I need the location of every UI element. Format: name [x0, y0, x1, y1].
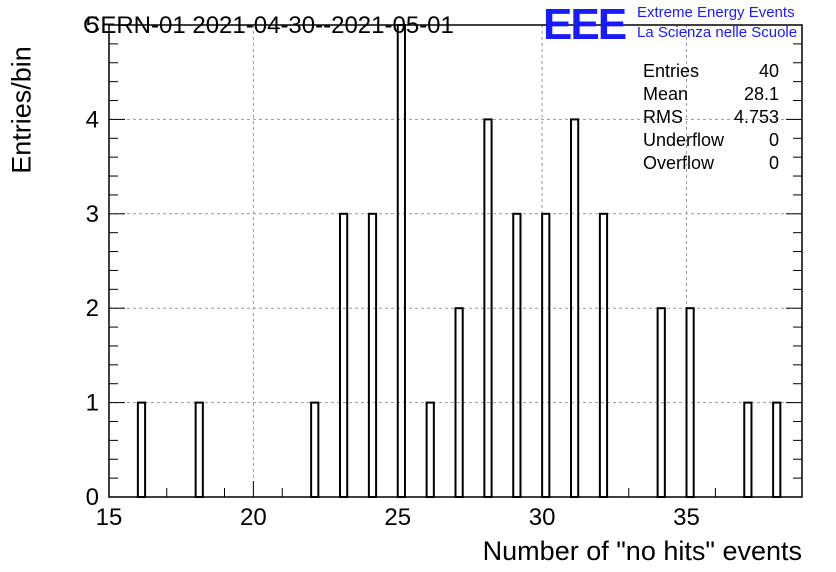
histogram-bar	[743, 401, 753, 499]
stats-row-mean: Mean 28.1	[643, 83, 779, 106]
chart-title: CERN-01 2021-04-30--2021-05-01	[83, 12, 454, 39]
x-tick-label: 20	[240, 504, 267, 531]
x-tick-label: 15	[96, 504, 123, 531]
histogram-bar	[194, 401, 204, 499]
stats-row-underflow: Underflow 0	[643, 129, 779, 152]
stats-value: 0	[768, 130, 779, 150]
y-tick-label: 4	[86, 106, 99, 133]
stats-value: 0	[768, 153, 779, 173]
stats-label: RMS	[643, 107, 683, 127]
x-tick-label: 25	[384, 504, 411, 531]
stats-value: 28.1	[743, 84, 779, 104]
histogram-bar	[396, 24, 406, 498]
x-axis-label: Number of "no hits" events	[482, 536, 802, 566]
histogram-bar	[310, 401, 320, 499]
histogram-bar	[367, 212, 378, 499]
histogram-bar	[541, 212, 551, 499]
stats-label: Underflow	[643, 130, 725, 150]
stats-label: Entries	[643, 61, 700, 81]
y-tick-label: 2	[86, 295, 99, 322]
logo-line-1: Extreme Energy Events	[637, 4, 795, 21]
stats-box: Entries 40 Mean 28.1 RMS 4.753 Underflow…	[643, 60, 779, 175]
x-tick-label: 35	[673, 504, 700, 531]
stats-value: 4.753	[733, 107, 779, 127]
x-tick-label: 30	[529, 504, 556, 531]
histogram-bar	[772, 401, 782, 499]
stats-value: 40	[758, 61, 779, 81]
histogram-bar	[136, 401, 147, 499]
logo-caption: Extreme Energy Events La Scienza nelle S…	[637, 3, 797, 43]
histogram-bar	[598, 212, 609, 499]
logo-line-2: La Scienza nelle Scuole	[637, 24, 798, 41]
y-tick-label: 3	[86, 201, 99, 228]
eee-logo: EEE	[543, 0, 627, 49]
stats-label: Mean	[643, 84, 689, 104]
stats-row-overflow: Overflow 0	[643, 152, 779, 175]
stats-label: Overflow	[643, 153, 715, 173]
histogram-bar	[425, 401, 435, 499]
y-tick-label: 5	[86, 12, 99, 39]
histogram-bar	[339, 212, 349, 499]
y-tick-label: 0	[86, 484, 99, 511]
stats-row-rms: RMS 4.753	[643, 106, 779, 129]
stats-row-entries: Entries 40	[643, 60, 779, 83]
y-tick-label: 1	[86, 390, 99, 417]
y-axis-label: Entries/bin	[6, 46, 37, 174]
histogram-bar	[512, 212, 522, 499]
